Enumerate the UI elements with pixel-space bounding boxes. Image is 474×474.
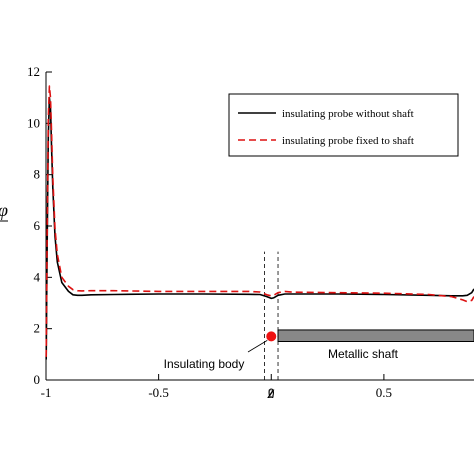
series-layer	[45, 85, 474, 360]
x-tick-label: -1	[41, 385, 52, 400]
x-axis-label: z	[266, 382, 274, 402]
legend: insulating probe without shaft insulatin…	[228, 93, 459, 157]
metallic-shaft-label: Metallic shaft	[328, 347, 399, 361]
y-tick-label: 0	[34, 372, 41, 387]
legend-label-without-shaft: insulating probe without shaft	[282, 108, 414, 120]
y-axis-label-partial: φ	[0, 200, 8, 220]
y-tick-label: 2	[34, 321, 41, 336]
y-tick-label: 10	[27, 115, 40, 130]
y-tick-label: 8	[34, 167, 41, 182]
insulating-body-marker	[266, 331, 277, 342]
y-tick-label: 12	[27, 64, 40, 79]
legend-label-fixed-to-shaft: insulating probe fixed to shaft	[282, 135, 414, 147]
series-line-fixed-to-shaft	[45, 85, 474, 357]
y-tick-label: 4	[34, 269, 41, 284]
x-tick-label: 0	[268, 385, 275, 400]
x-tick-label: -0.5	[148, 385, 169, 400]
x-tick-label: 0.5	[376, 385, 392, 400]
insulating-body-leader	[247, 340, 268, 353]
x-ticks: -1 -0.5 0 0.5	[41, 374, 392, 400]
insulating-body-label: Insulating body	[164, 357, 245, 371]
y-ticks: 0 2 4 6 8 10 12	[27, 64, 52, 387]
metallic-shaft	[277, 329, 474, 343]
legend-box	[228, 93, 459, 157]
annotations: Insulating body Metallic shaft	[164, 251, 474, 380]
y-tick-label: 6	[34, 218, 41, 233]
